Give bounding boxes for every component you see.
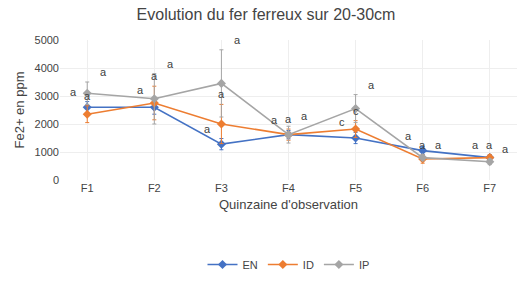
svg-text:a: a <box>137 84 144 96</box>
svg-text:a: a <box>301 110 308 122</box>
svg-text:F3: F3 <box>215 182 228 194</box>
svg-text:1000: 1000 <box>35 146 59 158</box>
svg-text:Fe2+ en ppm: Fe2+ en ppm <box>12 72 27 149</box>
svg-text:a: a <box>151 70 158 82</box>
svg-text:a: a <box>204 123 211 135</box>
svg-text:0: 0 <box>53 174 59 186</box>
svg-text:F7: F7 <box>483 182 496 194</box>
svg-text:ID: ID <box>303 259 314 271</box>
svg-text:F2: F2 <box>148 182 161 194</box>
svg-text:c: c <box>339 116 345 128</box>
svg-text:a: a <box>167 58 174 70</box>
svg-text:c: c <box>353 105 359 117</box>
svg-text:a: a <box>70 86 77 98</box>
svg-text:a: a <box>486 139 493 151</box>
svg-text:a: a <box>472 139 479 151</box>
svg-text:3000: 3000 <box>35 90 59 102</box>
svg-text:a: a <box>218 88 225 100</box>
svg-text:a: a <box>84 90 91 102</box>
svg-text:a: a <box>100 66 107 78</box>
svg-text:a: a <box>368 79 375 91</box>
svg-text:a: a <box>234 34 241 46</box>
svg-text:IP: IP <box>359 259 369 271</box>
svg-text:EN: EN <box>243 259 258 271</box>
svg-text:Evolution du fer ferreux sur 2: Evolution du fer ferreux sur 20-30cm <box>137 6 396 23</box>
svg-text:a: a <box>405 130 412 142</box>
svg-text:F4: F4 <box>282 182 295 194</box>
svg-text:Quinzaine d'observation: Quinzaine d'observation <box>219 197 358 212</box>
svg-text:F5: F5 <box>349 182 362 194</box>
svg-text:a: a <box>435 139 442 151</box>
svg-text:F1: F1 <box>81 182 94 194</box>
svg-text:2000: 2000 <box>35 118 59 130</box>
svg-text:a: a <box>271 114 278 126</box>
svg-text:5000: 5000 <box>35 34 59 46</box>
svg-text:a: a <box>285 113 292 125</box>
svg-text:F6: F6 <box>416 182 429 194</box>
svg-text:a: a <box>419 139 426 151</box>
svg-text:a: a <box>502 143 509 155</box>
svg-text:4000: 4000 <box>35 62 59 74</box>
